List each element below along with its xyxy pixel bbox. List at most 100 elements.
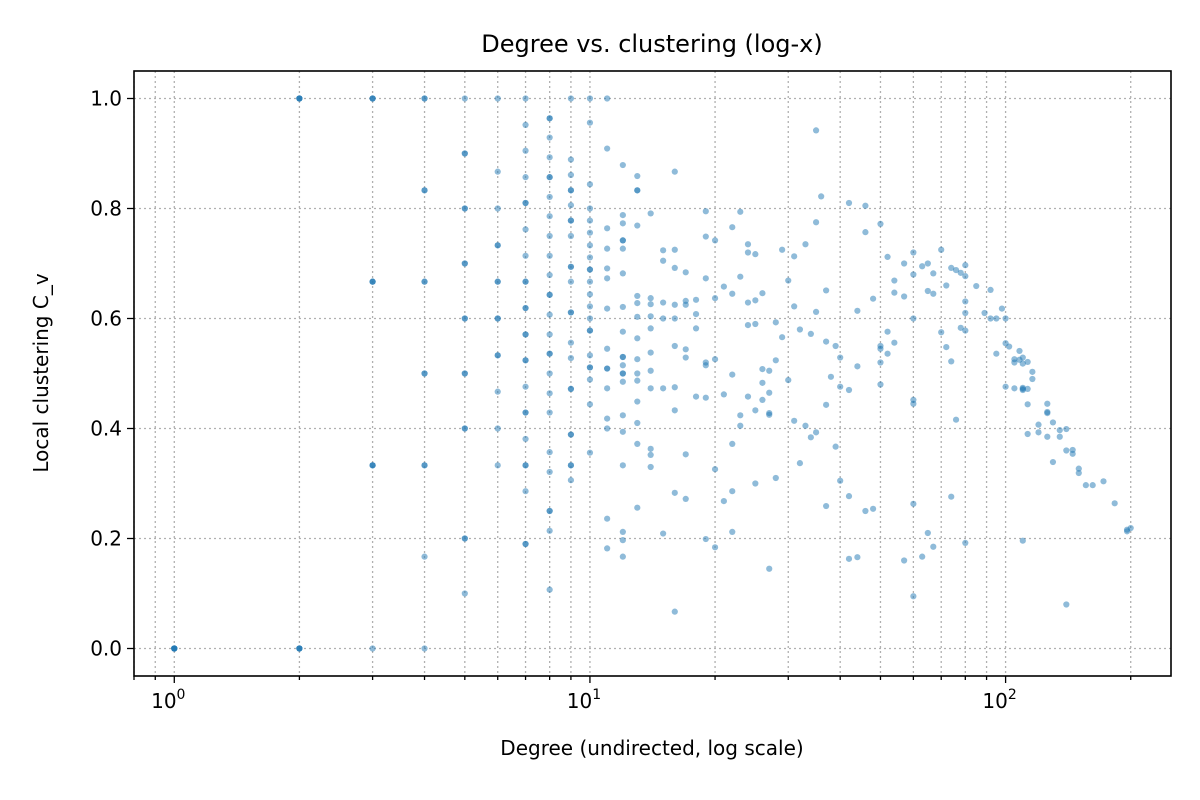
scatter-point — [546, 468, 553, 476]
scatter-point — [692, 393, 700, 400]
scatter-point — [461, 425, 468, 432]
scatter-point — [854, 307, 861, 314]
scatter-point — [759, 366, 766, 373]
scatter-point — [586, 266, 594, 273]
scatter-point — [660, 247, 667, 254]
scatter-point — [619, 303, 626, 311]
scatter-point — [772, 319, 779, 326]
scatter-point — [948, 358, 955, 365]
scatter-point — [1049, 458, 1057, 466]
scatter-point — [619, 237, 626, 244]
scatter-point — [567, 278, 575, 285]
y-tick-label: 0.8 — [90, 197, 122, 221]
scatter-point — [877, 220, 884, 227]
scatter-point — [671, 301, 678, 308]
scatter-point — [660, 257, 667, 264]
scatter-point — [993, 350, 1000, 357]
scatter-point — [737, 273, 744, 280]
scatter-point — [461, 370, 468, 377]
scatter-point — [567, 95, 575, 102]
scatter-point — [702, 535, 709, 543]
scatter-point — [802, 241, 809, 248]
scatter-point — [1056, 427, 1063, 434]
scatter-point — [604, 425, 611, 432]
scatter-point — [634, 292, 641, 300]
scatter-point — [634, 370, 641, 377]
scatter-point — [845, 555, 853, 562]
scatter-point — [586, 376, 594, 383]
scatter-point — [604, 515, 611, 522]
scatter-point — [791, 253, 798, 260]
scatter-point — [682, 346, 689, 353]
scatter-point — [586, 449, 594, 456]
scatter-point — [785, 377, 792, 384]
scatter-point — [759, 396, 766, 403]
scatter-point — [1063, 425, 1070, 433]
scatter-point — [671, 608, 678, 615]
scatter-point — [1019, 537, 1026, 544]
scatter-point — [619, 161, 626, 169]
scatter-point — [837, 354, 844, 361]
scatter-point — [766, 389, 773, 396]
scatter-point — [634, 398, 641, 405]
scatter-point — [807, 434, 814, 441]
scatter-point — [943, 282, 950, 289]
scatter-point — [682, 269, 689, 276]
scatter-point — [546, 409, 553, 416]
scatter-point — [692, 325, 700, 332]
scatter-point — [752, 407, 759, 414]
scatter-point — [522, 252, 529, 259]
scatter-point — [729, 440, 736, 447]
scatter-point — [586, 303, 594, 310]
scatter-point — [682, 451, 689, 458]
scatter-point — [812, 127, 820, 134]
scatter-point — [461, 95, 468, 102]
scatter-point — [845, 493, 853, 500]
scatter-point — [957, 324, 964, 331]
scatter-point — [919, 263, 926, 270]
scatter-point — [711, 356, 719, 363]
scatter-point — [567, 171, 575, 179]
scatter-point — [586, 217, 594, 224]
scatter-point — [604, 545, 611, 552]
scatter-point — [962, 273, 969, 280]
scatter-point — [948, 493, 955, 500]
scatter-point — [1044, 408, 1051, 416]
scatter-point — [567, 355, 575, 362]
scatter-point — [461, 150, 468, 157]
scatter-point — [729, 224, 736, 231]
scatter-point — [586, 254, 594, 261]
scatter-point — [647, 463, 654, 471]
scatter-point — [546, 527, 553, 534]
grid — [133, 71, 1171, 676]
scatter-point — [604, 365, 611, 372]
scatter-point — [832, 443, 839, 450]
scatter-point — [546, 154, 553, 161]
scatter-point — [671, 264, 678, 271]
scatter-point — [619, 378, 626, 385]
y-tick-label: 0.4 — [90, 417, 122, 441]
scatter-point — [692, 311, 700, 318]
scatter-point — [586, 327, 594, 334]
scatter-point — [604, 345, 611, 352]
scatter-point — [1111, 500, 1118, 507]
scatter-point — [752, 251, 759, 258]
scatter-point — [987, 315, 994, 322]
scatter-point — [962, 262, 969, 269]
scatter-point — [619, 412, 626, 419]
scatter-point — [891, 339, 898, 346]
scatter-point — [586, 315, 594, 322]
scatter-point — [744, 393, 752, 400]
scatter-point — [567, 263, 575, 270]
scatter-point — [1082, 482, 1089, 489]
data-points — [171, 95, 1134, 652]
scatter-point — [421, 278, 428, 285]
scatter-point — [845, 199, 853, 207]
scatter-point — [1011, 385, 1018, 392]
scatter-point — [845, 386, 853, 394]
scatter-point — [1056, 433, 1063, 440]
scatter-point — [421, 95, 428, 102]
scatter-point — [1024, 385, 1031, 392]
scatter-point — [952, 416, 960, 423]
